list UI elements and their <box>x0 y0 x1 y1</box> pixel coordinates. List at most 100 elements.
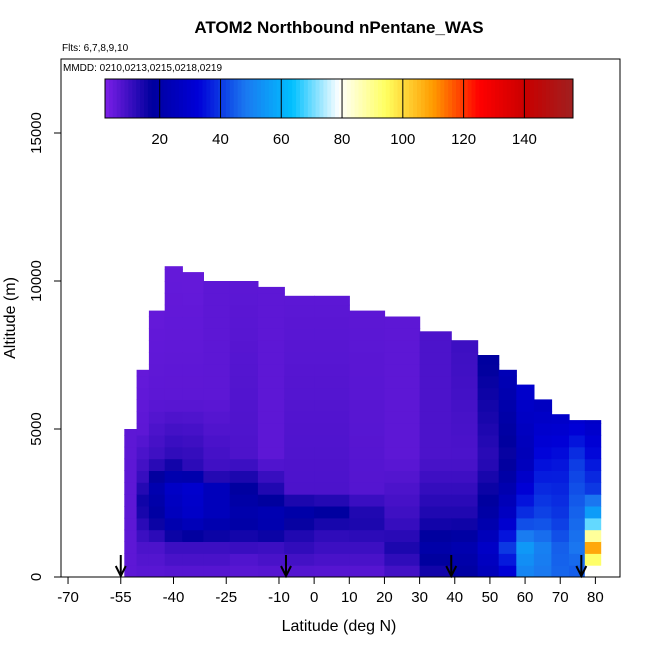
curtain-cell <box>229 411 259 424</box>
curtain-cell <box>164 423 183 436</box>
curtain-cell <box>182 399 204 412</box>
colorbar-segment <box>428 79 434 118</box>
colorbar-segment <box>366 79 371 118</box>
curtain-cell <box>229 529 259 542</box>
curtain-cell <box>136 434 150 448</box>
curtain-cell <box>203 399 231 412</box>
y-tick-label: 5000 <box>28 412 45 445</box>
curtain-cell <box>569 553 586 566</box>
curtain-cell <box>257 494 285 507</box>
curtain-cell <box>284 434 315 448</box>
curtain-cell <box>164 506 183 519</box>
curtain-cell <box>284 295 315 306</box>
x-tick-label: -25 <box>215 589 237 606</box>
curtain-cell <box>569 506 586 519</box>
colorbar-segment <box>155 79 161 118</box>
curtain-cell <box>136 494 150 507</box>
colorbar-segment <box>420 79 426 118</box>
curtain-cell <box>164 553 183 566</box>
curtain-cell <box>229 281 259 294</box>
curtain-cell <box>419 506 452 519</box>
colorbar-segment <box>370 79 375 118</box>
colorbar-segment <box>151 79 157 118</box>
curtain-cell <box>164 281 183 294</box>
curtain-cell <box>384 470 421 483</box>
curtain-cell <box>349 470 386 483</box>
curtain-cell <box>257 565 285 577</box>
curtain-cell <box>384 352 421 365</box>
curtain-cell <box>148 310 166 318</box>
colorbar-segment <box>288 79 293 118</box>
curtain-cell <box>477 375 500 389</box>
curtain-cell <box>148 328 166 341</box>
curtain-cell <box>419 411 452 424</box>
curtain-cell <box>349 363 386 377</box>
curtain-cell <box>136 387 150 400</box>
curtain-cell <box>584 458 602 471</box>
colorbar-segment <box>171 79 176 118</box>
curtain-cell <box>314 529 350 542</box>
curtain-cell <box>569 434 586 448</box>
curtain-cell <box>136 470 150 483</box>
curtain-cell <box>164 375 183 389</box>
curtain-cell <box>516 446 535 460</box>
colorbar-segment <box>358 79 363 118</box>
curtain-cell <box>203 387 231 400</box>
colorbar-segment <box>502 79 508 118</box>
colorbar-frame <box>104 78 574 119</box>
curtain-cell <box>419 553 452 566</box>
curtain-cell <box>584 553 602 566</box>
curtain-cell <box>584 517 602 531</box>
colorbar-segment <box>198 79 203 118</box>
colorbar-segment <box>303 79 309 118</box>
curtain-cell <box>477 411 500 424</box>
curtain-cell <box>182 281 204 294</box>
curtain-cell <box>203 506 231 519</box>
curtain-cell <box>182 352 204 365</box>
curtain-cell <box>182 423 204 436</box>
curtain-cell <box>419 399 452 412</box>
x-tick-label: -10 <box>268 589 290 606</box>
curtain-cell <box>203 340 231 353</box>
curtain-cell <box>533 517 553 531</box>
curtain-cell <box>164 482 183 495</box>
curtain-cell <box>203 470 231 483</box>
curtain-cell <box>498 565 517 577</box>
curtain-cell <box>516 482 535 495</box>
x-tick-label: -40 <box>163 589 185 606</box>
curtain-cell <box>451 470 479 483</box>
curtain-cell <box>257 328 285 341</box>
colorbar-segment <box>202 79 207 118</box>
curtain-cell <box>569 541 586 554</box>
curtain-cell <box>451 529 479 542</box>
curtain-cell <box>164 352 183 365</box>
curtain-cell <box>349 423 386 436</box>
curtain-cell <box>516 470 535 483</box>
curtain-cell <box>477 470 500 483</box>
curtain-cell <box>229 541 259 554</box>
curtain-cell <box>569 494 586 507</box>
curtain-cell <box>551 541 570 554</box>
curtain-cell <box>182 292 204 306</box>
curtain-cell <box>533 423 553 436</box>
curtain-cell <box>148 529 166 542</box>
curtain-cell <box>551 434 570 448</box>
curtain-cell <box>182 541 204 554</box>
colorbar-segment <box>483 79 488 118</box>
curtain-cell <box>516 434 535 448</box>
curtain-cell <box>314 553 350 566</box>
curtain-cell <box>203 363 231 377</box>
curtain-cell <box>182 553 204 566</box>
colorbar-segment <box>128 79 133 118</box>
curtain-cell <box>477 446 500 460</box>
curtain-cell <box>451 482 479 495</box>
curtain-cell <box>551 423 570 436</box>
curtain-cell <box>419 331 452 341</box>
colorbar-segment <box>467 79 473 118</box>
curtain-cell <box>477 434 500 448</box>
curtain-cell <box>533 553 553 566</box>
curtain-cell <box>516 458 535 471</box>
curtain-cell <box>477 506 500 519</box>
colorbar-segment <box>136 79 141 118</box>
